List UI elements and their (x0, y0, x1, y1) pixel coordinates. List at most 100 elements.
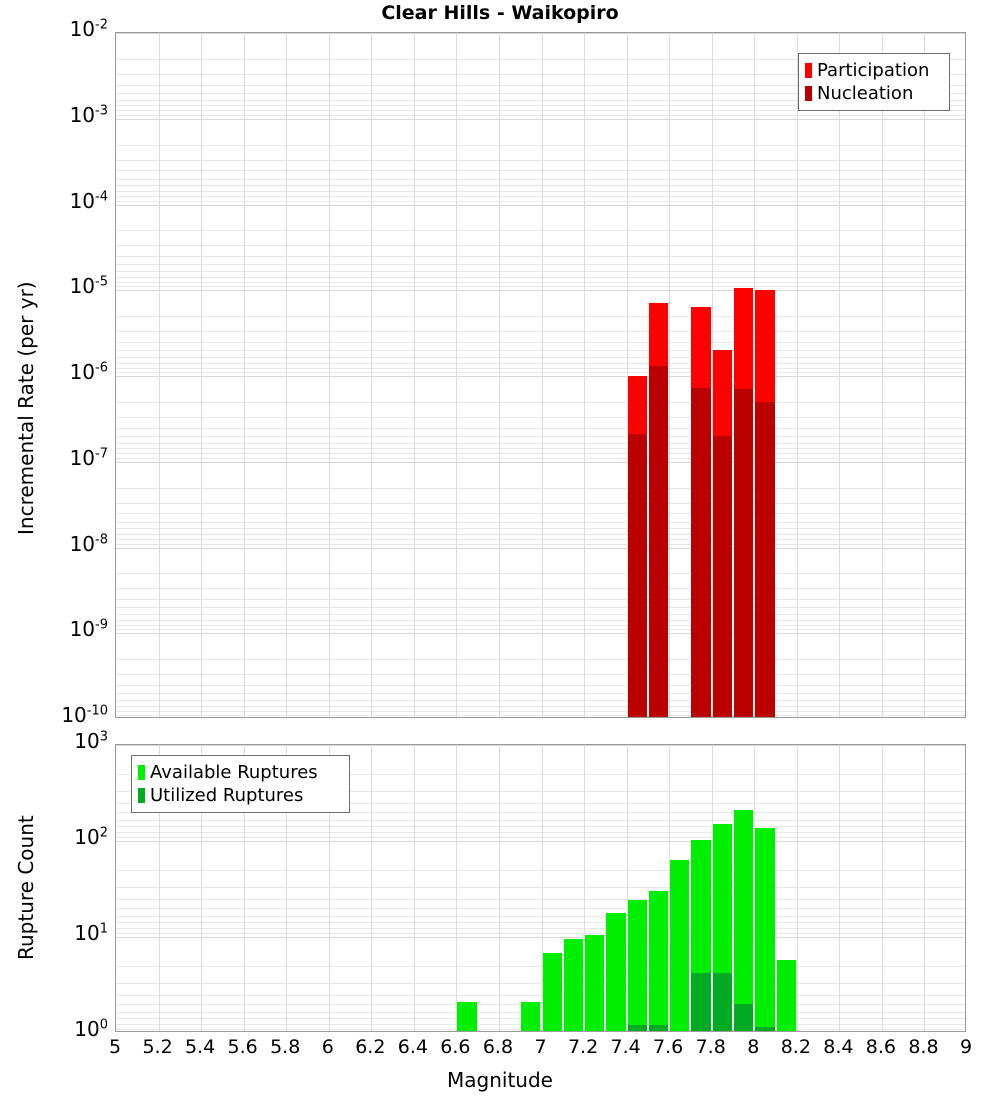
grid-line-major (116, 33, 965, 34)
grid-line-vertical (456, 745, 457, 1031)
grid-line-vertical (542, 745, 543, 1031)
grid-line-vertical (201, 33, 202, 717)
bar-available-ruptures (648, 890, 669, 1031)
grid-line-minor (116, 368, 965, 369)
grid-line-major (116, 633, 965, 634)
x-tick-label: 8 (747, 1036, 760, 1058)
grid-line-major (116, 841, 965, 842)
x-tick-label: 5.4 (184, 1036, 216, 1058)
bar-nucleation (691, 388, 711, 717)
page-title: Clear Hills - Waikopiro (381, 2, 619, 24)
x-axis-title: Magnitude (447, 1068, 553, 1092)
y-tick-label: 102 (74, 825, 108, 849)
bottom-legend: Available Ruptures Utilized Ruptures (131, 755, 350, 813)
bar-available-ruptures (606, 912, 626, 1031)
y-tick-label: 10-9 (69, 617, 108, 642)
grid-line-vertical (627, 745, 628, 1031)
grid-line-minor (116, 342, 965, 343)
y-tick-label: 10-10 (61, 703, 108, 727)
grid-line-minor (116, 573, 965, 574)
grid-line-minor (116, 256, 965, 257)
legend-item[interactable]: Available Ruptures (138, 761, 341, 784)
grid-line-major (116, 745, 965, 746)
x-tick-label: 6 (321, 1036, 334, 1058)
bar-nucleation (627, 433, 647, 717)
bar-nucleation (712, 435, 732, 717)
bar-available-ruptures (733, 810, 754, 1031)
grid-line-minor (116, 820, 965, 821)
bar-available-ruptures (457, 1002, 477, 1031)
grid-line-minor (116, 428, 965, 429)
bar-utilized-ruptures (627, 1025, 647, 1031)
x-tick-label: 5.8 (270, 1036, 301, 1058)
bar-utilized-ruptures (691, 973, 711, 1031)
grid-line-minor (116, 201, 965, 202)
grid-line-vertical (286, 745, 287, 1031)
grid-line-minor (116, 513, 965, 514)
grid-line-minor (116, 110, 965, 111)
grid-line-minor (116, 832, 965, 833)
grid-line-vertical (414, 745, 415, 1031)
y-tick-label: 10-8 (69, 531, 108, 556)
legend-item[interactable]: Utilized Ruptures (138, 784, 341, 807)
grid-line-minor (116, 706, 965, 707)
grid-line-minor (116, 774, 965, 775)
grid-line-minor (116, 522, 965, 523)
grid-line-minor (116, 674, 965, 675)
grid-line-minor (116, 185, 965, 186)
grid-line-minor (116, 357, 965, 358)
grid-line-vertical (754, 33, 755, 717)
grid-line-minor (116, 196, 965, 197)
grid-line-minor (116, 803, 965, 804)
grid-line-minor (116, 59, 965, 60)
bar-available-ruptures (627, 900, 647, 1031)
grid-line-minor (116, 1024, 965, 1025)
x-tick-label: 5.6 (227, 1036, 258, 1058)
top-plot-area (115, 32, 966, 718)
y-tick-label: 10-7 (69, 445, 108, 470)
grid-line-minor (116, 316, 965, 317)
grid-line-vertical (627, 33, 628, 717)
grid-line-vertical (669, 745, 670, 1031)
grid-line-minor (116, 659, 965, 660)
grid-line-major (116, 205, 965, 206)
grid-line-vertical (371, 745, 372, 1031)
grid-line-minor (116, 93, 965, 94)
grid-line-minor (116, 837, 965, 838)
grid-line-minor (116, 693, 965, 694)
x-tick-label: 7.4 (610, 1036, 641, 1058)
grid-line-vertical (712, 33, 713, 717)
legend-item[interactable]: Participation (805, 59, 941, 82)
grid-line-minor (116, 700, 965, 701)
grid-line-vertical (839, 33, 840, 717)
grid-line-minor (116, 277, 965, 278)
grid-line-minor (116, 191, 965, 192)
grid-line-vertical (882, 745, 883, 1031)
grid-line-minor (116, 458, 965, 459)
bar-available-ruptures (521, 1002, 541, 1031)
grid-line-minor (116, 614, 965, 615)
grid-line-minor (116, 539, 965, 540)
grid-line-vertical (584, 33, 585, 717)
grid-line-minor (116, 282, 965, 283)
grid-line-vertical (499, 745, 500, 1031)
legend-swatch-icon (805, 86, 812, 101)
grid-line-vertical (712, 745, 713, 1031)
grid-line-vertical (286, 33, 287, 717)
y-tick-label: 10-5 (69, 274, 108, 299)
grid-line-minor (116, 160, 965, 161)
legend-swatch-icon (805, 63, 812, 78)
grid-line-minor (116, 245, 965, 246)
grid-line-vertical (329, 33, 330, 717)
legend-item[interactable]: Nucleation (805, 82, 941, 105)
grid-line-minor (116, 528, 965, 529)
grid-line-minor (116, 966, 965, 967)
grid-line-vertical (924, 33, 925, 717)
grid-line-vertical (201, 745, 202, 1031)
grid-line-minor (116, 870, 965, 871)
grid-line-vertical (924, 745, 925, 1031)
grid-line-minor (116, 588, 965, 589)
grid-line-major (116, 290, 965, 291)
grid-line-minor (116, 100, 965, 101)
grid-line-minor (116, 85, 965, 86)
